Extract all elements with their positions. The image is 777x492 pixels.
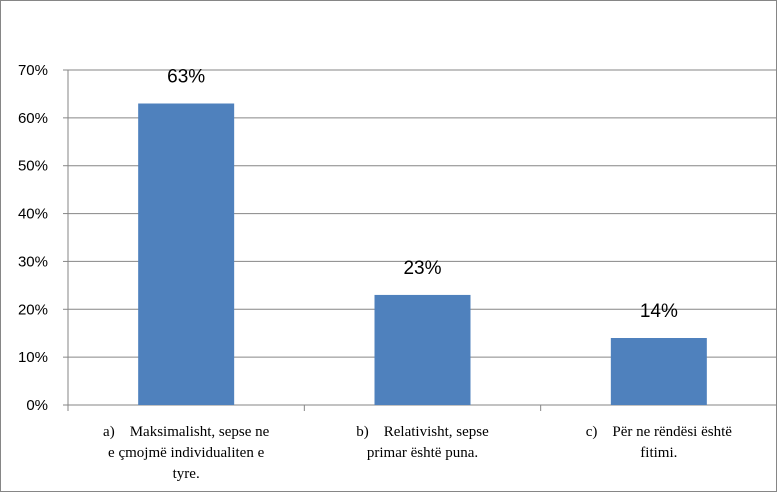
y-tick-label: 0% — [26, 397, 48, 414]
data-label: 14% — [640, 301, 678, 322]
bar — [374, 294, 471, 405]
data-label: 23% — [403, 258, 441, 279]
category-label: e çmojmë individualiten e — [108, 445, 265, 461]
y-tick-label: 50% — [18, 158, 48, 175]
category-label: fitimi. — [640, 445, 677, 461]
y-tick-label: 60% — [18, 110, 48, 127]
y-tick-label: 70% — [18, 62, 48, 79]
y-tick-label: 30% — [18, 253, 48, 270]
bar — [610, 338, 707, 405]
y-tick-label: 40% — [18, 206, 48, 223]
y-tick-label: 10% — [18, 349, 48, 366]
category-label: b) Relativisht, sepse — [356, 424, 489, 440]
y-tick-label: 20% — [18, 301, 48, 318]
data-label: 63% — [167, 67, 205, 88]
category-label: a) Maksimalisht, sepse ne — [103, 424, 270, 440]
bar — [138, 103, 235, 405]
category-label: c) Për ne rëndësi është — [586, 424, 733, 440]
category-label: tyre. — [173, 466, 200, 482]
category-label: primar është puna. — [367, 445, 478, 461]
